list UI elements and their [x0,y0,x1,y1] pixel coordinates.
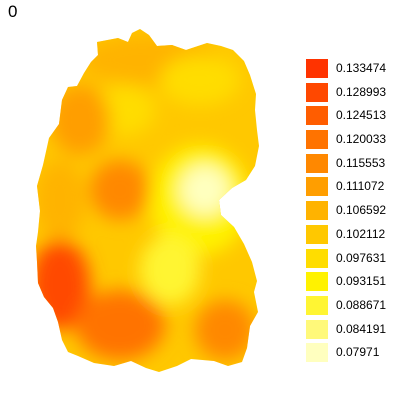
legend-label: 0.088671 [336,297,387,312]
legend-label: 0.111072 [336,179,385,194]
legend-label: 0.106592 [336,203,387,218]
legend-swatch [306,106,328,126]
legend-label: 0.07971 [336,345,380,360]
legend-swatch [306,295,328,315]
legend-label: 0.102112 [336,226,386,241]
legend-swatch [306,130,328,150]
legend-label: 0.128993 [336,84,387,99]
legend-swatch [306,177,328,197]
legend-label: 0.120033 [336,132,387,147]
legend-swatch [306,201,328,221]
legend-swatch [306,224,328,244]
legend-swatch [306,319,328,339]
legend-label: 0.093151 [336,274,387,289]
heatmap-surface [36,29,259,372]
legend-swatch [306,272,328,292]
legend-swatch [306,343,328,363]
legend-label: 0.097631 [336,250,387,265]
legend-label: 0.115553 [336,155,386,170]
legend-label: 0.084191 [336,321,387,336]
map-title: 0 [8,2,18,21]
legend-swatch [306,59,328,78]
legend-swatch [306,153,328,173]
legend-label: 0.133474 [336,61,387,75]
legend-swatch [306,82,328,102]
legend-swatch [306,248,328,268]
legend-label: 0.124513 [336,108,387,123]
